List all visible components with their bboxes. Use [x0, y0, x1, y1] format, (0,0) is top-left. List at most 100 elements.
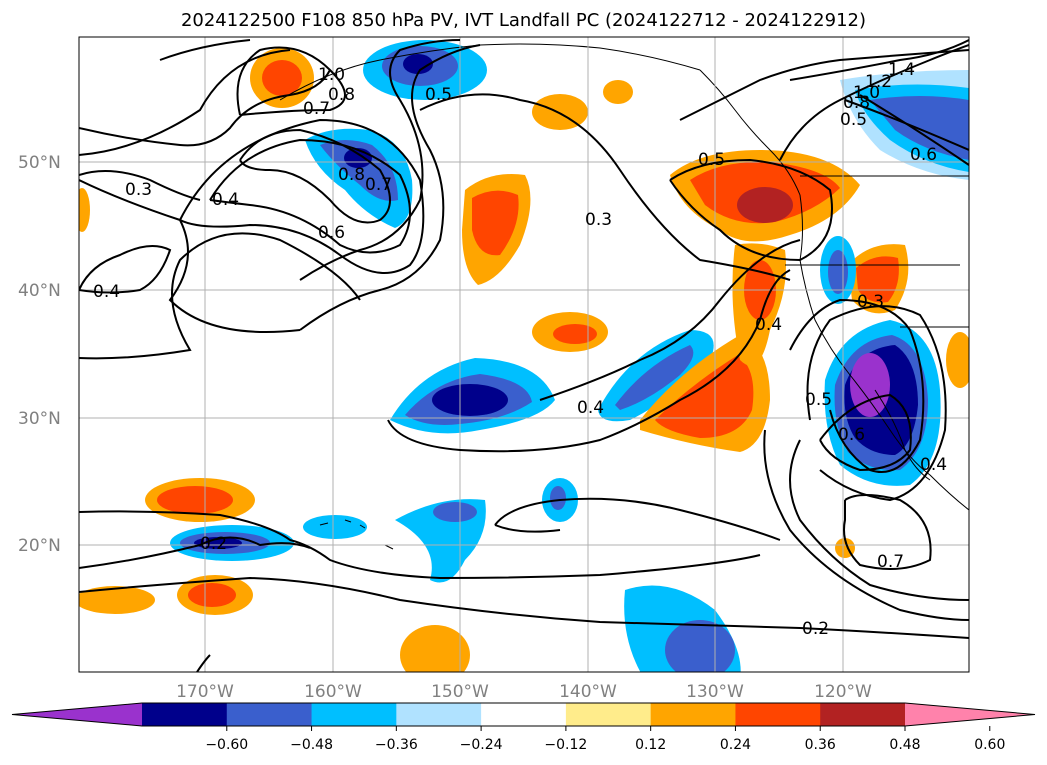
colorbar-tick-label: −0.36 [375, 737, 418, 753]
contour-line [79, 170, 201, 201]
contour-label: 0.4 [93, 282, 120, 302]
contour-line [779, 44, 969, 161]
colorbar-segment [226, 703, 313, 726]
contour-label: 0.4 [920, 455, 947, 475]
contour-label: 0.7 [877, 552, 904, 572]
colorbar-tick-label: 0.48 [889, 737, 920, 753]
contour-line [789, 298, 925, 473]
contour-line [79, 232, 361, 360]
lat-label: 30°N [18, 409, 61, 429]
contour-label: 0.4 [755, 315, 782, 335]
contour-line [679, 49, 969, 121]
lon-label: 150°W [431, 682, 489, 702]
contour-label: 0.5 [425, 85, 452, 105]
contour-label: 0.5 [698, 150, 725, 170]
contour-line [299, 39, 461, 281]
contour-line [843, 494, 932, 570]
baja-california [874, 389, 931, 481]
colorbar-segment [650, 703, 736, 726]
colorbar-tick-label: 0.60 [974, 737, 1005, 753]
colorbar-outline [11, 702, 1036, 727]
contour-line [669, 158, 833, 262]
lon-label: 170°W [176, 682, 234, 702]
lat-label: 40°N [18, 281, 61, 301]
colorbar-segment [565, 703, 652, 726]
contour-label: 0.5 [840, 110, 867, 130]
contour-label: 0.2 [200, 534, 227, 554]
colorbar-segment [311, 703, 397, 726]
pv-negative-anomaly [850, 353, 890, 417]
contour-line [239, 128, 391, 224]
contour-label: 0.3 [125, 180, 152, 200]
ivt-contours [79, 39, 969, 672]
contour-label: 1.0 [853, 83, 880, 103]
contour-label: 1.0 [318, 65, 345, 85]
colorbar-segment [820, 703, 906, 726]
colorbar-extend-min [12, 703, 142, 726]
colorbar-tick-label: −0.24 [460, 737, 503, 753]
contour-line [539, 239, 801, 401]
contour-line [79, 69, 331, 147]
contour-label: 0.2 [802, 619, 829, 639]
colorbar-tick-label: −0.48 [290, 737, 333, 753]
contour-line [806, 305, 947, 502]
pv-positive-anomaly [856, 256, 899, 303]
contour-line [79, 510, 761, 580]
contour-label: 0.6 [910, 145, 937, 165]
contour-line [236, 46, 346, 116]
contour-line [79, 536, 311, 569]
contour-label: 0.6 [318, 223, 345, 243]
pv-negative-anomaly [320, 140, 398, 201]
contour-label: 0.8 [328, 85, 355, 105]
pv-positive-anomaly [472, 190, 519, 256]
contour-line [789, 39, 969, 81]
latitude-labels: 50°N 40°N 30°N 20°N [18, 153, 61, 556]
pv-positive-anomaly [400, 625, 470, 672]
contour-line [179, 118, 425, 274]
colorbar-tick-label: 0.12 [635, 737, 666, 753]
contour-label: 0.4 [212, 190, 239, 210]
map-background [79, 37, 969, 672]
contour-line [763, 429, 969, 621]
pv-positive-anomaly [946, 332, 969, 388]
contour-line [209, 138, 411, 254]
contour-labels: 1.0 0.8 0.7 0.5 0.3 0.4 0.8 0.7 0.6 0.3 … [93, 60, 947, 639]
pv-positive-anomaly [737, 187, 793, 223]
contour-line [196, 654, 211, 672]
pv-negative-anomaly [615, 345, 694, 410]
hawaii-islands [319, 519, 394, 550]
pv-positive-anomaly [655, 355, 754, 438]
contour-line [159, 39, 251, 61]
pv-negative-anomaly [828, 250, 848, 294]
contour-label: 0.4 [577, 398, 604, 418]
colorbar-extend-max [905, 703, 1035, 726]
contour-label: 0.7 [303, 99, 330, 119]
pv-negative-anomaly [303, 515, 367, 539]
lon-label: 140°W [559, 682, 617, 702]
contour-label: 0.8 [843, 93, 870, 113]
contour-line [79, 245, 172, 294]
colorbar-segment [481, 703, 567, 726]
pv-shading [79, 40, 969, 672]
contour-label: 0.3 [585, 210, 612, 230]
contour-label: 1.4 [888, 60, 915, 80]
colorbar: −0.60 −0.48 −0.36 −0.24 −0.12 0.12 0.24 0.36 0.4… [11, 702, 1036, 753]
lat-label: 20°N [18, 536, 61, 556]
colorbar-segment [396, 703, 482, 726]
contour-line [494, 497, 781, 541]
contour-line [494, 524, 561, 533]
contour-line [387, 269, 791, 453]
lat-label: 50°N [18, 153, 61, 173]
contour-line [79, 49, 291, 156]
pv-positive-anomaly [603, 80, 633, 104]
pv-negative-anomaly [194, 537, 242, 549]
chart-title: 2024122500 F108 850 hPa PV, IVT Landfall… [180, 10, 867, 31]
contour-label: 0.5 [805, 390, 832, 410]
colorbar-tick-label: 0.36 [805, 737, 836, 753]
contour-label: 0.6 [838, 425, 865, 445]
lon-label: 130°W [686, 682, 744, 702]
contour-line [819, 393, 912, 472]
map-content: 1.0 0.8 0.7 0.5 0.3 0.4 0.8 0.7 0.6 0.3 … [79, 37, 969, 672]
contour-label: 1.2 [865, 72, 892, 92]
